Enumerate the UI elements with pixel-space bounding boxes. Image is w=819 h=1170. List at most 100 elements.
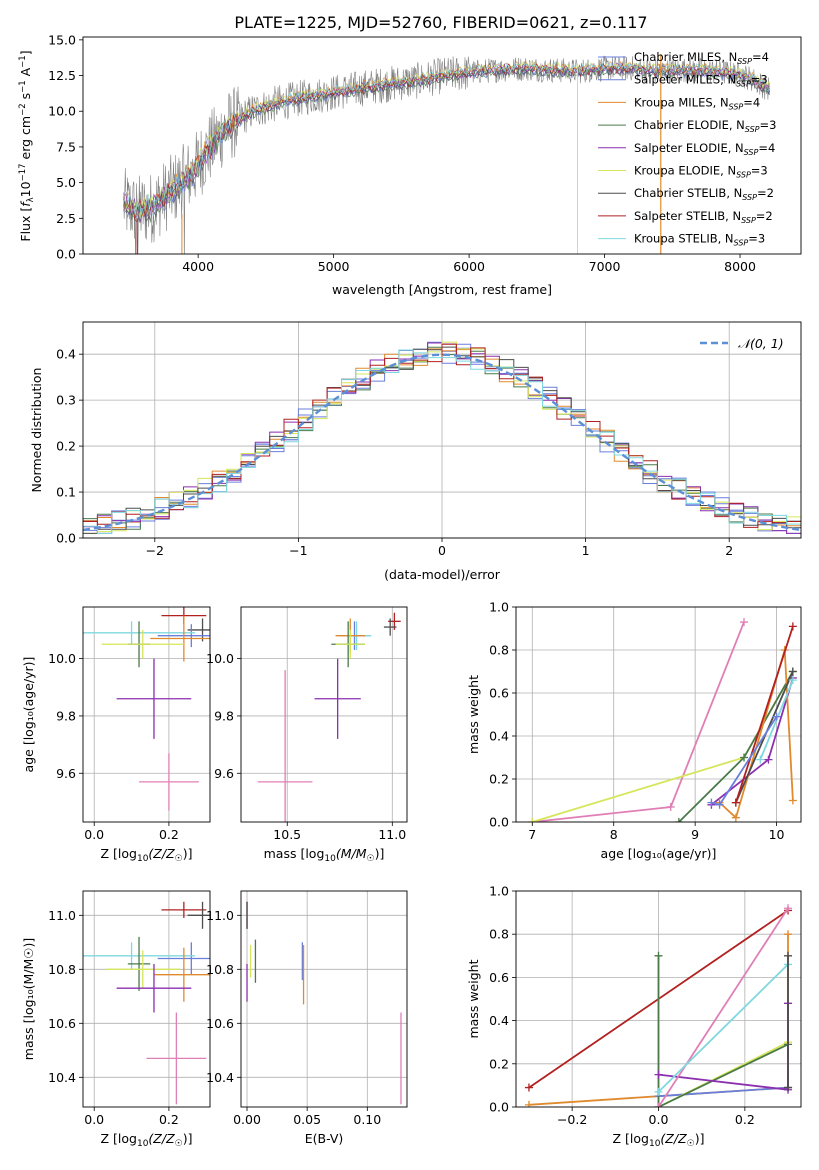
mass-weight-marker [654,1103,663,1107]
axes-frame [82,890,211,1108]
x-tick-label: 0.05 [293,1112,321,1127]
y-tick-label: 0.8 [489,643,509,658]
model-spectrum-line [123,60,771,218]
model-spectrum-line [123,60,771,216]
mass_vs_EBV-plot-area [246,901,402,1105]
y-tick-label: 0.1 [56,485,76,500]
y-tick-label: 10.8 [48,962,76,977]
x-tick-label: 5000 [318,259,350,274]
x-tick-label: −0.2 [557,1112,587,1127]
age_vs_mass-x-label: mass [log10(M/M☉)] [264,846,385,864]
mass-weight-marker [756,755,765,764]
mass-weight-marker [784,1083,793,1092]
legend-label: Kroupa MILES, NSSP=4 [634,95,760,111]
y-tick-label: 10.8 [206,962,234,977]
mass-weight-marker [524,1100,533,1107]
y-tick-label: 10.4 [206,1070,234,1085]
spectrum-axes: 4000 5000 6000 7000 8000 0.0 2.5 5.0 7.5 10.0 12.5… [18,32,802,297]
x-tick-label: 7000 [589,259,621,274]
x-tick-label: 10 [769,827,785,842]
legend-label: Salpeter MILES, NSSP=3 [634,73,768,89]
y-tick-label: 10.0 [206,651,234,666]
mass-weight-marker [666,802,675,811]
x-tick-label: 0.0 [84,827,104,842]
axes-frame [82,321,802,539]
legend-label: Salpeter ELODIE, NSSP=4 [634,141,775,157]
y-tick-label: 2.5 [56,211,76,226]
spectrum-y-label: Flux [fλ10−17 erg cm−2 s−1 A−1] [18,50,36,241]
y-tick-label: 7.5 [56,139,76,154]
y-tick-label: 1.0 [489,884,509,899]
y-tick-label: 10.0 [48,651,76,666]
mass-weight-marker [788,667,797,676]
normal-distribution-curve [83,353,801,532]
axes-frame [515,890,802,1108]
y-tick-label: 10.0 [48,104,76,119]
mass-weight-line [657,955,789,1107]
x-tick-label: −2 [146,543,164,558]
x-tick-label: 0.2 [159,1112,179,1127]
mass-weight-marker [715,800,724,809]
y-tick-label: 0.0 [56,531,76,546]
weight_vs_Z-plot-area [524,904,793,1107]
axes-frame [240,890,408,1108]
y-tick-label: 9.8 [56,708,76,723]
y-tick-label: 0.4 [489,729,509,744]
y-tick-label: 11.0 [206,908,234,923]
mass-weight-line [658,1086,789,1098]
y-tick-label: 9.8 [214,708,234,723]
age_vs_Z-x-label: Z [log10(Z/Z☉)] [101,846,193,864]
legend-label: Salpeter STELIB, NSSP=2 [634,209,773,225]
mass-weight-line [718,649,794,820]
weight_vs_Z-y-label: mass weight [466,959,481,1038]
x-tick-label: 0.2 [735,1112,755,1127]
mass-weight-marker [764,755,773,764]
x-tick-label: 0.0 [84,1112,104,1127]
mass-weight-marker [654,1070,663,1079]
y-tick-label: 0.3 [56,393,76,408]
y-tick-label: 9.6 [56,766,76,781]
y-tick-label: 0.0 [489,1100,509,1115]
axes-frame [240,606,408,823]
x-tick-label: 4000 [182,259,214,274]
y-tick-label: 11.0 [48,908,76,923]
x-tick-label: 0.00 [233,1112,261,1127]
legend-label: Kroupa STELIB, NSSP=3 [634,232,765,248]
residuals-plot-area [83,341,801,534]
y-tick-label: 0.0 [489,815,509,830]
x-tick-label: 1 [582,543,590,558]
legend-label: Chabrier ELODIE, NSSP=3 [634,118,776,134]
mass-weight-marker [784,904,793,913]
axes-frame [82,36,802,255]
mass-weight-line [735,626,794,803]
mass_vs_EBV-x-label: E(B-V) [305,1131,344,1146]
mass_vs_Z-x-label: Z [log10(Z/Z☉)] [101,1131,193,1149]
x-tick-label: 11.0 [378,827,406,842]
axes-frame [515,606,802,823]
y-tick-label: 10.6 [206,1016,234,1031]
weight_vs_Z-axes: −0.2 0.0 0.2 0.0 0.2 0.4 0.6 0.8 1.0 Z [log10(Z/Z… [466,884,802,1149]
x-tick-label: 10.5 [273,827,301,842]
mass-weight-marker [740,618,748,627]
spectrum-legend: Chabrier MILES, NSSP=4 Salpeter MILES, NS… [598,50,776,248]
weight_vs_age-y-label: mass weight [466,675,481,754]
mass-weight-line [657,955,789,1107]
mass-weight-line [657,963,789,1093]
y-tick-label: 0.2 [489,772,509,787]
residuals-axes: −2 −1 0 1 2 0.0 0.1 0.2 0.3 0.4 𝒩(0, 1) (data-model… [29,321,802,582]
x-tick-label: 8000 [724,259,756,274]
mass-y-label: mass [log₁₀(M/M☉)] [21,938,36,1060]
weight_vs_Z-x-label: Z [log10(Z/Z☉)] [613,1131,705,1149]
x-tick-label: 9 [691,827,699,842]
mass_vs_EBV-axes: 0.00 0.05 0.10 10.4 10.6 10.8 11.0 E(B-V) [206,890,408,1146]
y-tick-label: 0.4 [489,1013,509,1028]
x-tick-label: −1 [289,543,307,558]
y-tick-label: 1.0 [489,600,509,615]
y-tick-label: 0.2 [56,439,76,454]
x-tick-label: 0 [438,543,446,558]
y-tick-label: 0.8 [489,927,509,942]
residual-histogram-step [83,343,801,528]
x-tick-label: 0.0 [649,1112,669,1127]
age-y-label: age [log₁₀(age/yr)] [21,657,36,773]
age_vs_mass-axes: 10.5 11.0 9.6 9.8 10.0 mass [log10(M/M☉)] [206,606,408,864]
